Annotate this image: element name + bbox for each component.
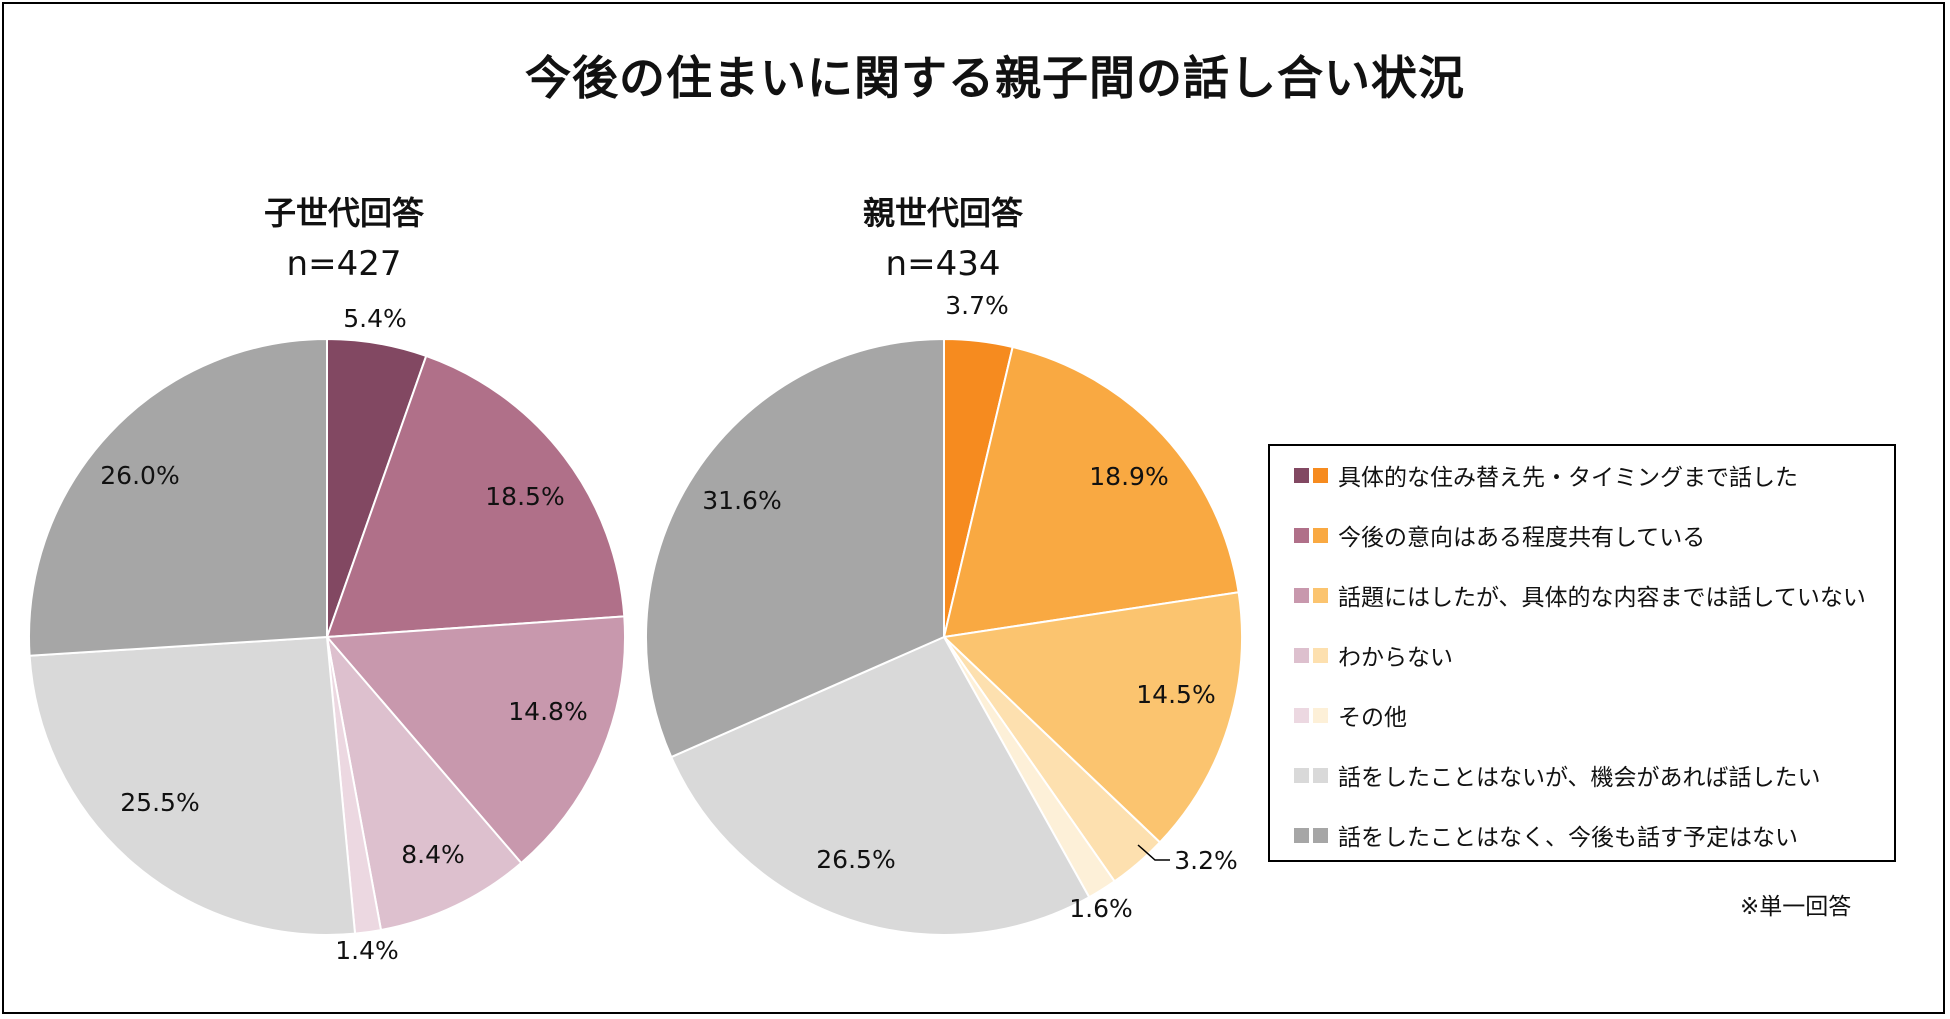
legend-label: 話をしたことはなく、今後も話す予定はない <box>1338 825 1798 851</box>
data-label-unknown: 8.4% <box>401 840 465 869</box>
data-label-topic-only: 14.5% <box>1136 680 1215 709</box>
pie-slice-intent-shared <box>942 345 1240 639</box>
legend-swatch-child <box>1294 467 1309 483</box>
data-label-unknown: 3.2% <box>1174 846 1238 875</box>
pie-slice-never-want <box>28 635 357 936</box>
leader-line <box>1137 844 1170 861</box>
data-label-topic-only: 14.8% <box>508 697 587 726</box>
child-pie: 5.4% 18.5% 14.8% 8.4% 1.4% 25.5% 26.0% <box>28 304 626 965</box>
data-label-intent-shared: 18.5% <box>485 482 564 511</box>
legend-swatch-child <box>1294 527 1309 543</box>
data-label-never-no-plan: 26.0% <box>100 461 179 490</box>
legend-swatch-parent <box>1313 707 1328 723</box>
legend-swatch-parent <box>1313 467 1328 483</box>
parent-pie-title: 親世代回答 <box>862 194 1023 232</box>
legend-item: わからない <box>1294 640 1453 671</box>
legend-swatch-child <box>1294 647 1309 663</box>
legend-swatch-parent <box>1313 647 1328 663</box>
legend-swatch-parent <box>1313 587 1328 603</box>
parent-pie: 3.7% 18.9% 14.5% 3.2% 1.6% 26.5% 31.6% <box>645 291 1243 936</box>
data-label-other: 1.6% <box>1069 894 1133 923</box>
legend-label: 今後の意向はある程度共有している <box>1338 525 1706 551</box>
data-label-never-want: 26.5% <box>816 845 895 874</box>
data-label-specific-plan: 5.4% <box>343 304 407 333</box>
data-label-never-want: 25.5% <box>120 788 199 817</box>
legend-swatch-parent <box>1313 767 1328 783</box>
pie-slice-topic-only <box>324 615 626 865</box>
legend-swatch-child <box>1294 767 1309 783</box>
pie-slice-never-no-plan <box>28 337 328 657</box>
legend-item: 話題にはしたが、具体的な内容までは話していない <box>1294 580 1866 611</box>
pie-slice-topic-only <box>941 591 1243 844</box>
parent-pie-n: n=434 <box>885 244 1001 284</box>
data-label-intent-shared: 18.9% <box>1089 462 1168 491</box>
legend-item: 具体的な住み替え先・タイミングまで話した <box>1294 460 1798 491</box>
legend-item: 話をしたことはないが、機会があれば話したい <box>1294 760 1821 791</box>
data-label-never-no-plan: 31.6% <box>702 486 781 515</box>
legend-label: わからない <box>1338 645 1453 671</box>
legend: 具体的な住み替え先・タイミングまで話した 今後の意向はある程度共有している話題には… <box>1268 444 1896 862</box>
legend-label: 具体的な住み替え先・タイミングまで話した <box>1338 465 1798 491</box>
pie-slice-unknown <box>325 633 523 932</box>
child-pie-title: 子世代回答 <box>263 194 424 232</box>
pie-slice-never-no-plan <box>645 337 945 759</box>
legend-swatch-child <box>1294 827 1309 843</box>
legend-swatch-child <box>1294 707 1309 723</box>
legend-label: 話題にはしたが、具体的な内容までは話していない <box>1338 585 1866 611</box>
data-label-specific-plan: 3.7% <box>945 291 1009 320</box>
pie-slice-intent-shared <box>325 354 626 639</box>
legend-item: 話をしたことはなく、今後も話す予定はない <box>1294 820 1798 851</box>
legend-label: 話をしたことはないが、機会があれば話したい <box>1338 765 1821 791</box>
footnote: ※単一回答 <box>1740 894 1852 920</box>
legend-item: その他 <box>1294 700 1407 731</box>
legend-swatch-parent <box>1313 527 1328 543</box>
legend-item: 今後の意向はある程度共有している <box>1294 520 1706 551</box>
child-pie-n: n=427 <box>286 244 402 284</box>
legend-label: その他 <box>1338 705 1407 731</box>
legend-swatch-child <box>1294 587 1309 603</box>
chart-title: 今後の住まいに関する親子間の話し合い状況 <box>525 51 1465 105</box>
data-label-other: 1.4% <box>335 936 399 965</box>
legend-swatch-parent <box>1313 827 1328 843</box>
